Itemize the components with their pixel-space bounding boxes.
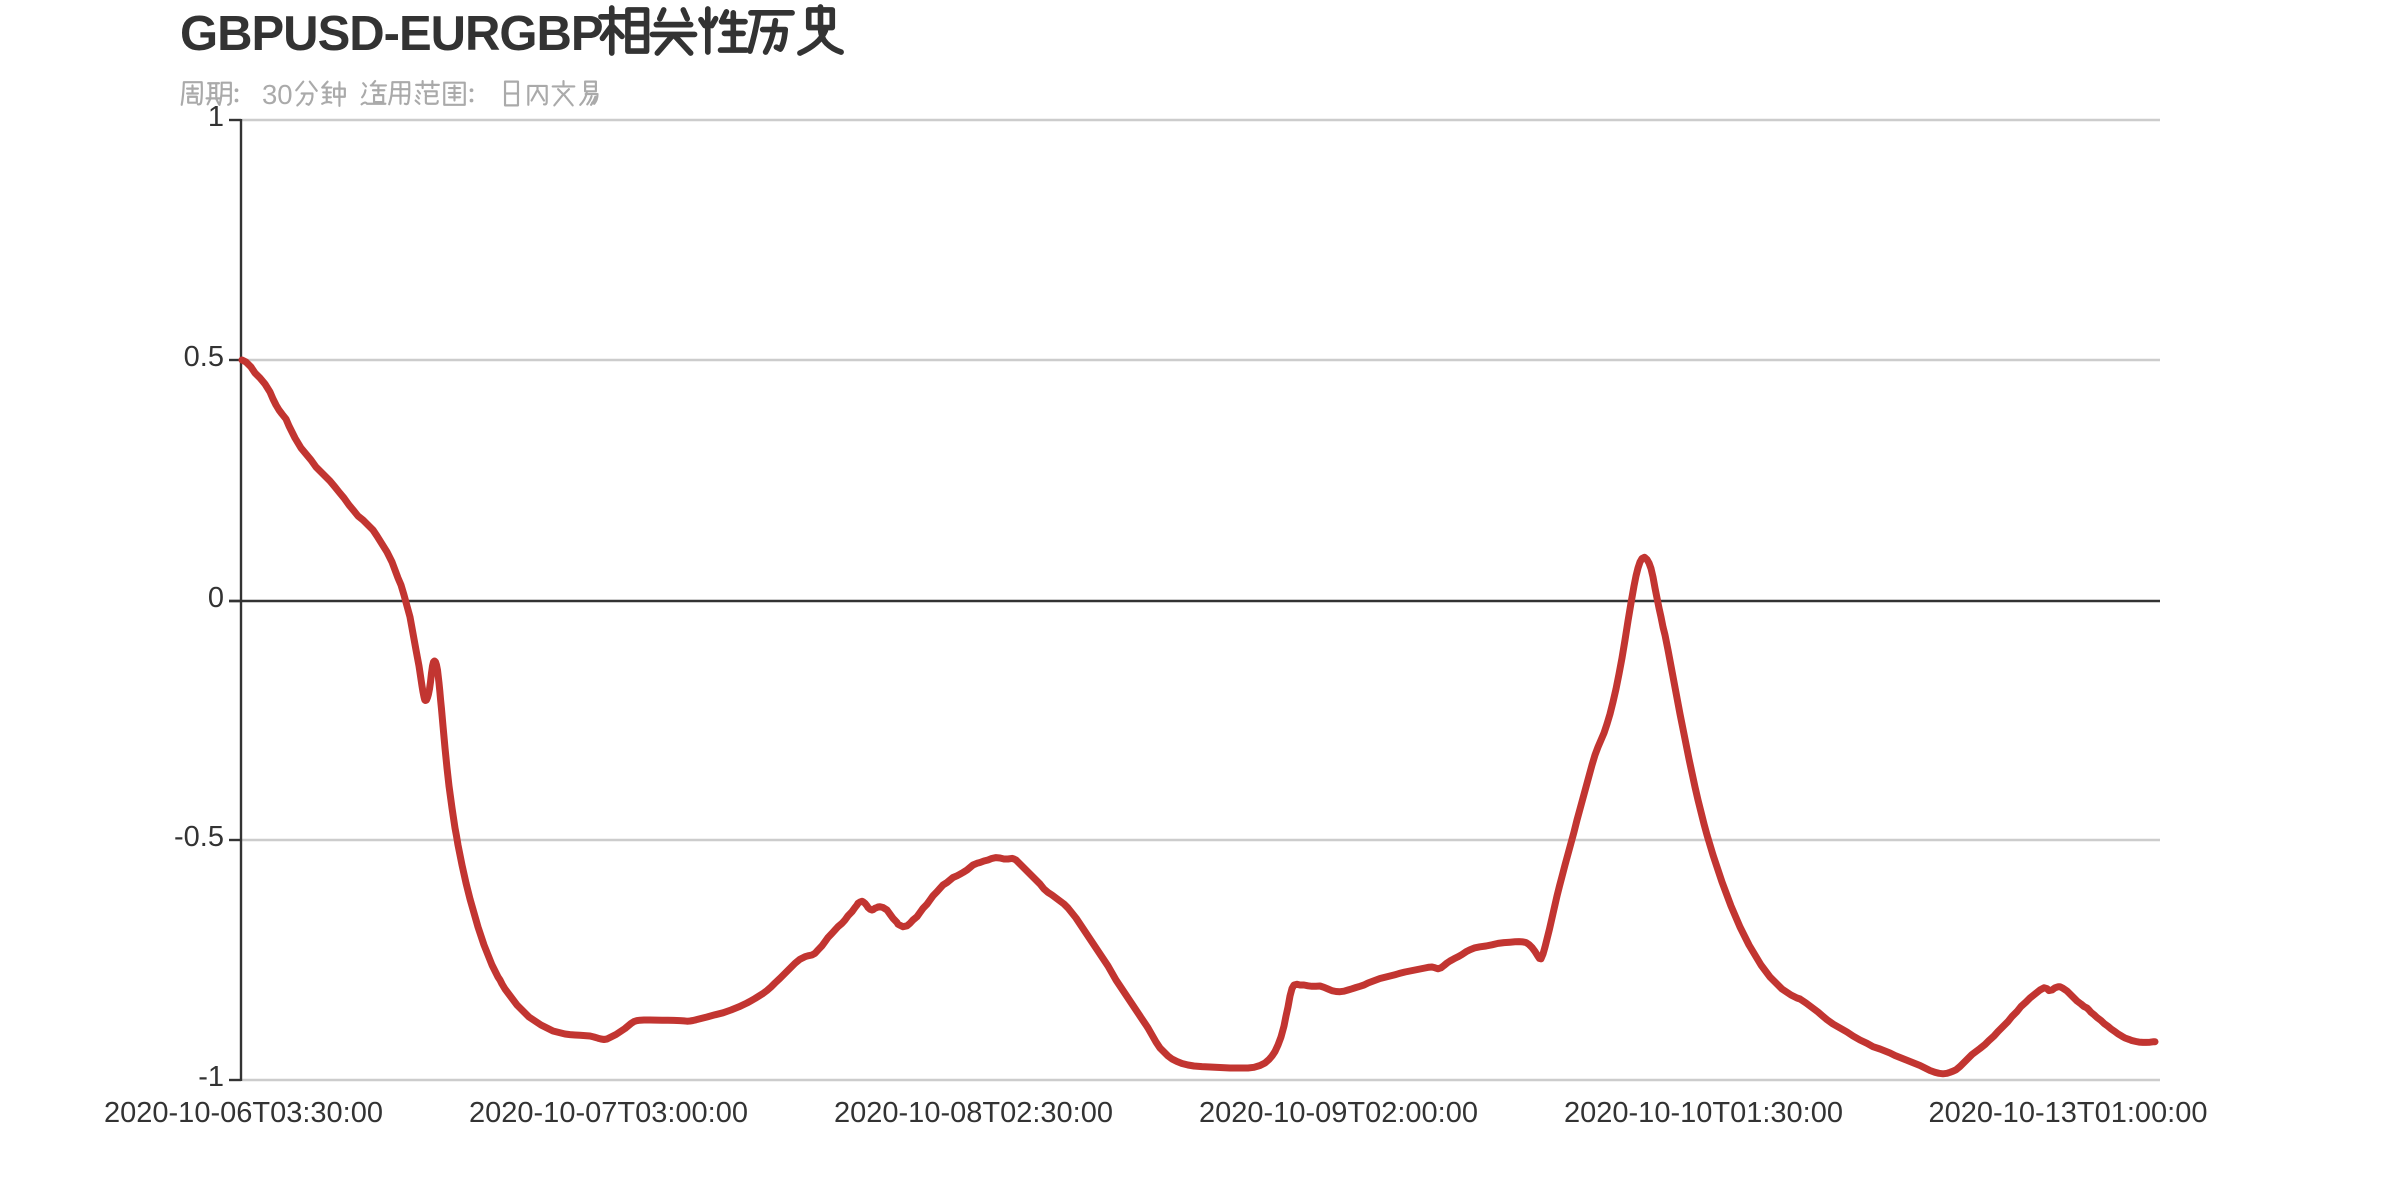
svg-text:30: 30 xyxy=(262,79,293,110)
svg-text:2020-10-06T03:30:00: 2020-10-06T03:30:00 xyxy=(104,1097,383,1129)
svg-text:2020-10-09T02:00:00: 2020-10-09T02:00:00 xyxy=(1199,1097,1478,1129)
svg-text:-0.5: -0.5 xyxy=(174,821,224,853)
svg-text:2020-10-07T03:00:00: 2020-10-07T03:00:00 xyxy=(469,1097,748,1129)
svg-text:2020-10-13T01:00:00: 2020-10-13T01:00:00 xyxy=(1929,1097,2208,1129)
svg-text:2020-10-10T01:30:00: 2020-10-10T01:30:00 xyxy=(1564,1097,1843,1129)
svg-text:-1: -1 xyxy=(198,1061,224,1093)
svg-text:2020-10-08T02:30:00: 2020-10-08T02:30:00 xyxy=(834,1097,1113,1129)
svg-text:1: 1 xyxy=(208,101,224,133)
svg-text:GBPUSD-EURGBP: GBPUSD-EURGBP xyxy=(180,7,603,61)
svg-text:0: 0 xyxy=(208,582,224,614)
svg-text:0.5: 0.5 xyxy=(184,341,224,373)
